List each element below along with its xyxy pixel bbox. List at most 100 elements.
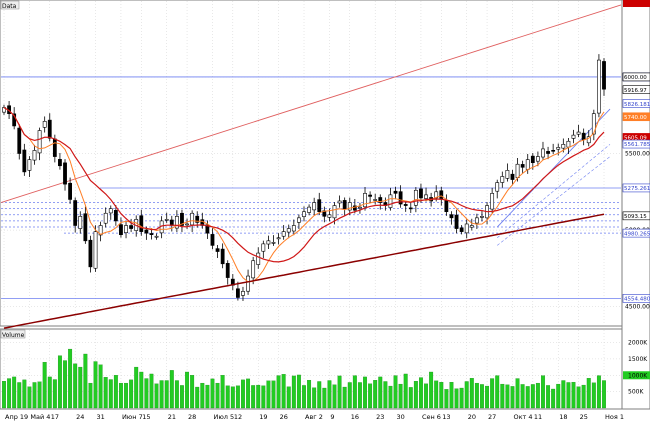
volume-bar — [561, 380, 566, 409]
volume-bar — [281, 374, 286, 409]
volume-bar — [296, 374, 301, 409]
ma-fast-line — [3, 107, 605, 283]
volume-bar — [154, 383, 159, 409]
volume-bar — [307, 380, 312, 409]
volume-bar — [180, 385, 184, 409]
candle-body — [510, 173, 515, 180]
volume-bar — [530, 384, 535, 409]
volume-bar — [118, 382, 123, 409]
volume-bar — [164, 380, 169, 409]
candle-body — [388, 194, 393, 208]
candle-body — [266, 240, 271, 245]
price-badge — [622, 85, 650, 94]
volume-bar — [63, 360, 67, 409]
x-tick-label: 31 — [97, 413, 105, 421]
volume-last-badge — [623, 371, 650, 380]
volume-bar — [586, 378, 591, 409]
y-tick-label: 4500.00 — [625, 304, 650, 311]
axis-top-marker — [623, 0, 650, 7]
candle-body — [235, 288, 240, 298]
channel-mid — [497, 144, 611, 238]
price-badge-label: 5605.09 — [624, 136, 647, 142]
candle-body — [108, 208, 113, 214]
volume-bar — [403, 373, 408, 409]
candle-body — [546, 151, 550, 154]
x-tick-label: 20 — [468, 413, 476, 421]
price-badge-label: 5826.1814 — [624, 102, 650, 108]
candle-body — [124, 225, 128, 234]
candle-body — [520, 164, 525, 168]
x-tick-label: 26 — [280, 413, 288, 421]
volume-bar — [515, 378, 520, 409]
volume-bar — [347, 382, 352, 409]
x-tick-label: Июн 7 — [122, 413, 143, 421]
volume-bar — [27, 386, 32, 409]
candle-body — [500, 176, 505, 183]
candle-body — [449, 214, 454, 219]
volume-bar — [241, 379, 245, 409]
candle-body — [220, 248, 225, 265]
volume-panel-title: Volume — [2, 332, 25, 339]
volume-bar — [485, 385, 490, 409]
volume-bar — [78, 366, 83, 409]
volume-bar — [190, 375, 195, 409]
volume-tick-label: 2000K — [628, 340, 648, 347]
volume-bar — [261, 385, 266, 409]
volume-tick-label: 500K — [628, 389, 644, 396]
candle-body — [139, 215, 144, 232]
price-badge-label: 5093.15 — [624, 214, 647, 220]
volume-bar — [591, 382, 596, 409]
volume-bar — [490, 378, 495, 409]
candle-body — [281, 231, 286, 237]
volume-bar — [302, 385, 306, 409]
candle-body — [291, 225, 296, 232]
candle-body — [342, 200, 347, 209]
candle-body — [302, 211, 306, 217]
volume-bar — [556, 383, 561, 409]
volume-bar — [210, 378, 215, 409]
volume-bar — [449, 381, 454, 409]
x-tick-label: 15 — [142, 413, 150, 421]
candle-body — [444, 200, 449, 213]
volume-bar — [495, 375, 500, 409]
volume-bar — [418, 377, 423, 409]
candle-body — [276, 237, 281, 240]
volume-bar — [144, 378, 149, 409]
volume-bar — [474, 382, 479, 409]
volume-bar — [103, 377, 108, 409]
x-tick-label: 30 — [397, 413, 405, 421]
candle-body — [93, 231, 98, 269]
volume-bar — [124, 382, 128, 409]
candle-body — [495, 182, 500, 192]
channel-upper — [496, 108, 611, 228]
volume-bar — [98, 364, 103, 409]
candle-body — [530, 155, 535, 164]
candle-body — [246, 275, 250, 292]
trend-line — [0, 4, 622, 203]
candle-body — [602, 61, 606, 90]
volume-bar — [93, 361, 98, 409]
volume-bar — [149, 373, 154, 409]
candle-body — [185, 223, 189, 226]
volume-bar — [169, 370, 174, 409]
volume-bar — [480, 384, 484, 409]
volume-bar — [525, 386, 530, 409]
candle-body — [195, 215, 200, 223]
volume-bar — [469, 378, 474, 409]
price-badge-label: 5275.2616 — [624, 186, 650, 192]
volume-bar — [357, 382, 362, 409]
candle-body — [144, 229, 149, 234]
volume-bar — [246, 378, 251, 409]
volume-bar — [22, 379, 27, 409]
candle-body — [256, 252, 261, 265]
volume-bar — [317, 381, 322, 409]
price-axis — [621, 0, 650, 410]
candle-body — [505, 170, 510, 179]
volume-bar — [505, 384, 510, 409]
candle-body — [42, 121, 47, 128]
candle-body — [68, 182, 73, 200]
volume-bar — [32, 382, 37, 409]
price-badge — [622, 72, 650, 82]
